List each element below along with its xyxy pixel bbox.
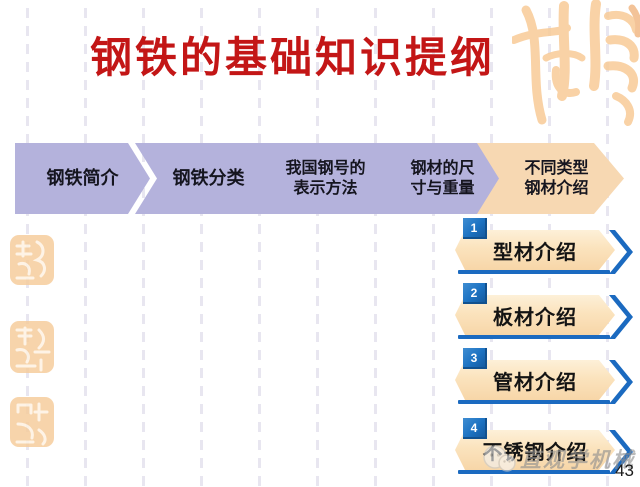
banner-underline [458,470,610,474]
flow-step-intro[interactable]: 钢铁简介 [15,143,150,214]
topic-number-badge: 4 [463,418,487,439]
watermark: 直观学机械 [482,444,635,474]
flow-step-label: 钢材介绍 [524,179,589,197]
flow-step-grade-designation[interactable]: 我国钢号的 表示方法 [243,143,396,214]
topic-label: 板材介绍 [493,306,577,329]
topic-banner-stainless[interactable]: 不锈钢介绍 4 [455,418,633,474]
flow-step-classification[interactable]: 钢铁分类 [135,143,270,214]
flow-step-label: 钢材的尺 [410,159,475,177]
topic-banner-profiles[interactable]: 型材介绍 1 [455,218,633,274]
flow-step-label: 我国钢号的 [285,159,366,177]
page-number: 43 [615,461,634,480]
wechat-icon [483,445,516,472]
flow-step-label: 钢铁简介 [46,168,119,189]
banner-underline [458,335,610,339]
topic-number-badge: 3 [463,348,487,369]
flow-step-size-weight[interactable]: 钢材的尺 寸与重量 [369,143,504,214]
calligraphy-art-icon [512,0,640,126]
banner-underline [458,270,610,274]
seal-stamp-icon [10,321,54,373]
topic-number-badge: 1 [463,218,487,239]
chevron-flow: 钢铁简介 钢铁分类 我国钢号的 表示方法 钢材的尺 寸与重量 不同类型 钢材介绍 [0,143,640,214]
seal-stamp-icon [10,235,54,285]
topic-banner-plates[interactable]: 板材介绍 2 [455,283,633,339]
topic-banner-pipes[interactable]: 管材介绍 3 [455,348,633,404]
topic-label: 管材介绍 [493,371,577,394]
flow-step-label: 钢铁分类 [172,168,245,189]
flow-step-label: 表示方法 [293,179,358,197]
flow-step-label: 寸与重量 [410,179,475,197]
watermark-text: 直观学机械 [520,449,635,472]
flow-step-steel-types-arrow[interactable]: 不同类型 钢材介绍 [477,143,624,214]
page-title: 钢铁的基础知识提纲 [90,36,496,82]
topic-number-badge: 2 [463,283,487,304]
banner-underline [458,400,610,404]
topic-label: 型材介绍 [493,241,577,264]
flow-step-label: 不同类型 [524,159,589,177]
seal-stamp-icon [10,397,54,447]
